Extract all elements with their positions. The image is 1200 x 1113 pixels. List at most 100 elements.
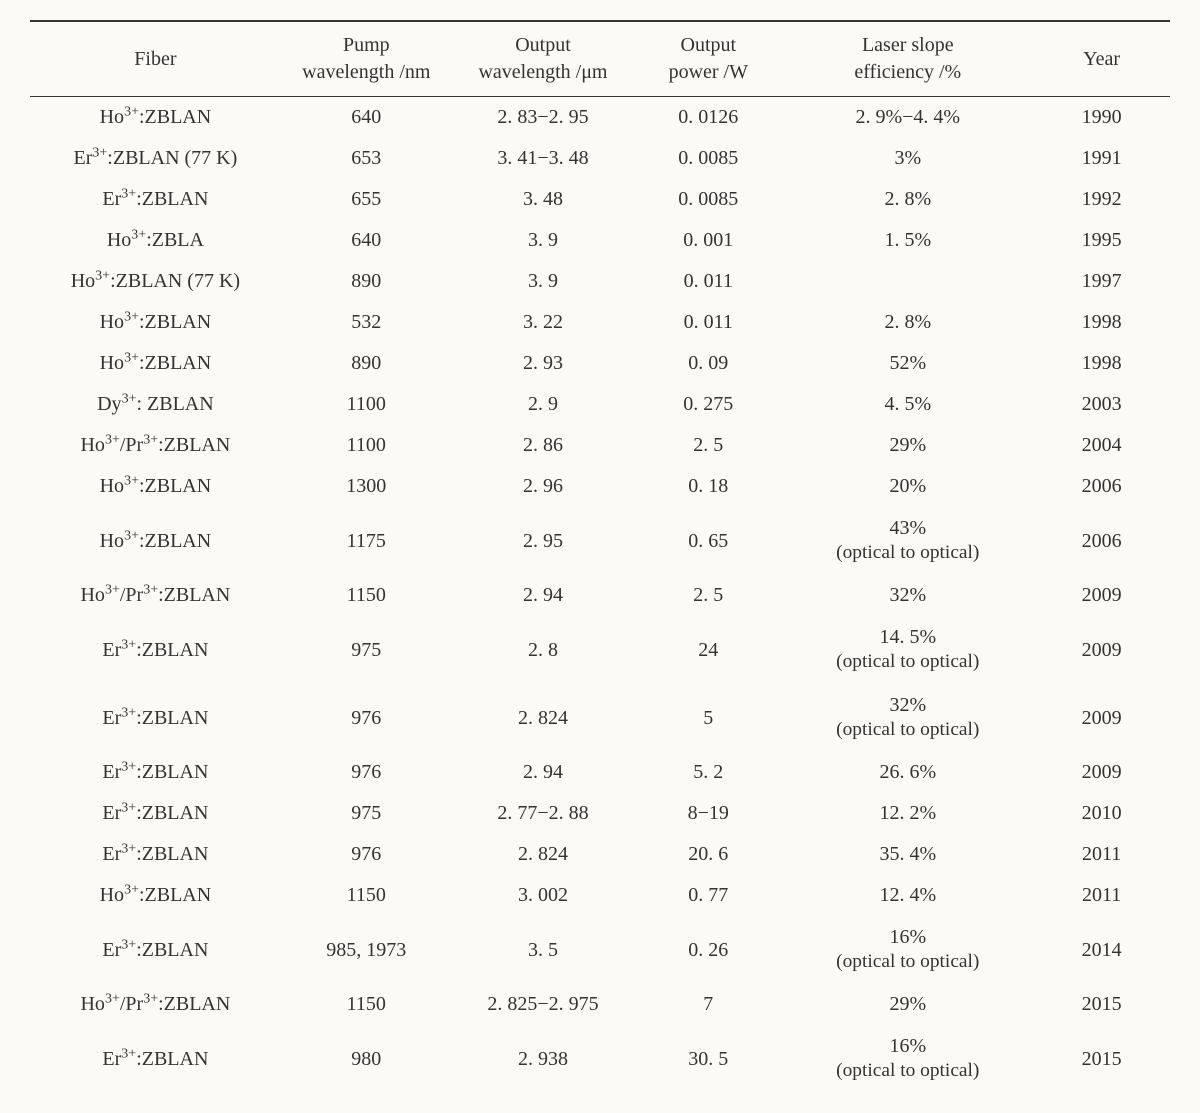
fiber-pre: Ho: [100, 475, 124, 497]
fiber-pre: Er: [74, 147, 93, 169]
cell-year: 2003: [1033, 384, 1170, 425]
table-row: Ho3+:ZBLAN5323. 220. 0112. 8%1998: [30, 302, 1170, 343]
fiber-laser-table: Fiber Pump wavelength /nm Output wavelen…: [30, 20, 1170, 1093]
fiber-pre: Er: [102, 843, 121, 865]
fiber-post: :ZBLAN (77 K): [110, 270, 240, 292]
fiber-pre: Ho: [100, 311, 124, 333]
fiber-sup: 3+: [121, 937, 136, 952]
cell-fiber: Ho3+:ZBLAN: [30, 466, 281, 507]
cell-year: 2010: [1033, 793, 1170, 834]
fiber-post: :ZBLAN: [136, 1048, 208, 1070]
cell-year: 2006: [1033, 507, 1170, 575]
cell-year: 1997: [1033, 261, 1170, 302]
cell-out-wl: 3. 5: [452, 916, 634, 984]
table-row: Ho3+/Pr3+:ZBLAN11002. 862. 529%2004: [30, 425, 1170, 466]
cell-efficiency: 29%: [782, 984, 1033, 1025]
cell-year: 2014: [1033, 916, 1170, 984]
cell-pump: 890: [281, 343, 452, 384]
cell-power: 0. 275: [634, 384, 782, 425]
cell-fiber: Ho3+:ZBLAN: [30, 302, 281, 343]
cell-efficiency: 2. 8%: [782, 179, 1033, 220]
cell-year: 2009: [1033, 575, 1170, 616]
fiber-post: :ZBLAN: [136, 843, 208, 865]
table-row: Ho3+:ZBLAN (77 K)8903. 90. 0111997: [30, 261, 1170, 302]
fiber-mid: /Pr: [120, 434, 143, 456]
cell-fiber: Er3+:ZBLAN: [30, 684, 281, 752]
fiber-post: :ZBLAN: [139, 106, 211, 128]
eff-sub: (optical to optical): [836, 650, 979, 674]
fiber-sup: 3+: [121, 1046, 136, 1061]
cell-power: 0. 0085: [634, 179, 782, 220]
col-year: Year: [1033, 21, 1170, 97]
fiber-sup: 3+: [105, 991, 120, 1006]
cell-out-wl: 2. 86: [452, 425, 634, 466]
fiber-sup: 3+: [121, 800, 136, 815]
cell-power: 0. 0085: [634, 138, 782, 179]
fiber-sup: 3+: [124, 309, 139, 324]
fiber-pre: Er: [102, 802, 121, 824]
fiber-post: :ZBLAN: [158, 434, 230, 456]
fiber-sup: 3+: [121, 759, 136, 774]
fiber-pre: Er: [102, 761, 121, 783]
fiber-post: :ZBLAN: [139, 311, 211, 333]
cell-efficiency: 3%: [782, 138, 1033, 179]
table-row: Er3+:ZBLAN6553. 480. 00852. 8%1992: [30, 179, 1170, 220]
fiber-post: :ZBLAN: [158, 584, 230, 606]
fiber-post: :ZBLAN: [136, 802, 208, 824]
cell-efficiency: 4. 5%: [782, 384, 1033, 425]
fiber-post: :ZBLAN: [136, 188, 208, 210]
cell-year: 2006: [1033, 466, 1170, 507]
cell-pump: 1175: [281, 507, 452, 575]
cell-out-wl: 3. 9: [452, 220, 634, 261]
cell-year: 1991: [1033, 138, 1170, 179]
cell-year: 1998: [1033, 302, 1170, 343]
eff-main: 43%(optical to optical): [836, 516, 979, 565]
table-row: Er3+:ZBLAN (77 K)6533. 41−3. 480. 00853%…: [30, 138, 1170, 179]
cell-power: 0. 77: [634, 875, 782, 916]
eff-sub: (optical to optical): [836, 950, 979, 974]
cell-pump: 1150: [281, 984, 452, 1025]
fiber-laser-table-wrap: Fiber Pump wavelength /nm Output wavelen…: [30, 20, 1170, 1093]
cell-pump: 975: [281, 616, 452, 684]
cell-fiber: Ho3+:ZBLAN (77 K): [30, 261, 281, 302]
table-row: Ho3+:ZBLAN6402. 83−2. 950. 01262. 9%−4. …: [30, 97, 1170, 139]
cell-power: 0. 65: [634, 507, 782, 575]
cell-power: 7: [634, 984, 782, 1025]
cell-out-wl: 3. 48: [452, 179, 634, 220]
col-out-pw-l2: power /W: [669, 61, 748, 83]
cell-efficiency: 43%(optical to optical): [782, 507, 1033, 575]
cell-power: 2. 5: [634, 575, 782, 616]
cell-pump: 1100: [281, 384, 452, 425]
fiber-post: :ZBLAN: [139, 530, 211, 552]
cell-year: 1990: [1033, 97, 1170, 139]
col-eff-l1: Laser slope: [862, 34, 954, 56]
fiber-pre: Er: [102, 707, 121, 729]
cell-year: 2009: [1033, 684, 1170, 752]
cell-year: 1998: [1033, 343, 1170, 384]
cell-pump: 975: [281, 793, 452, 834]
col-eff: Laser slope efficiency /%: [782, 21, 1033, 97]
cell-pump: 532: [281, 302, 452, 343]
col-pump: Pump wavelength /nm: [281, 21, 452, 97]
cell-out-wl: 2. 824: [452, 684, 634, 752]
cell-efficiency: 32%: [782, 575, 1033, 616]
table-row: Ho3+/Pr3+:ZBLAN11502. 825−2. 975729%2015: [30, 984, 1170, 1025]
fiber-post: :ZBLAN: [158, 993, 230, 1015]
cell-fiber: Ho3+:ZBLAN: [30, 97, 281, 139]
col-out-pw: Output power /W: [634, 21, 782, 97]
col-year-label: Year: [1083, 48, 1120, 70]
fiber-sup: 3+: [124, 350, 139, 365]
eff-sub: (optical to optical): [836, 718, 979, 742]
cell-power: 20. 6: [634, 834, 782, 875]
cell-power: 30. 5: [634, 1025, 782, 1093]
cell-power: 0. 26: [634, 916, 782, 984]
fiber-post: :ZBLAN: [136, 707, 208, 729]
col-fiber-label: Fiber: [134, 48, 176, 70]
cell-fiber: Ho3+:ZBLA: [30, 220, 281, 261]
cell-efficiency: 16%(optical to optical): [782, 916, 1033, 984]
cell-efficiency: 32%(optical to optical): [782, 684, 1033, 752]
fiber-sup: 3+: [124, 473, 139, 488]
cell-pump: 985, 1973: [281, 916, 452, 984]
cell-fiber: Er3+:ZBLAN: [30, 916, 281, 984]
cell-out-wl: 2. 938: [452, 1025, 634, 1093]
